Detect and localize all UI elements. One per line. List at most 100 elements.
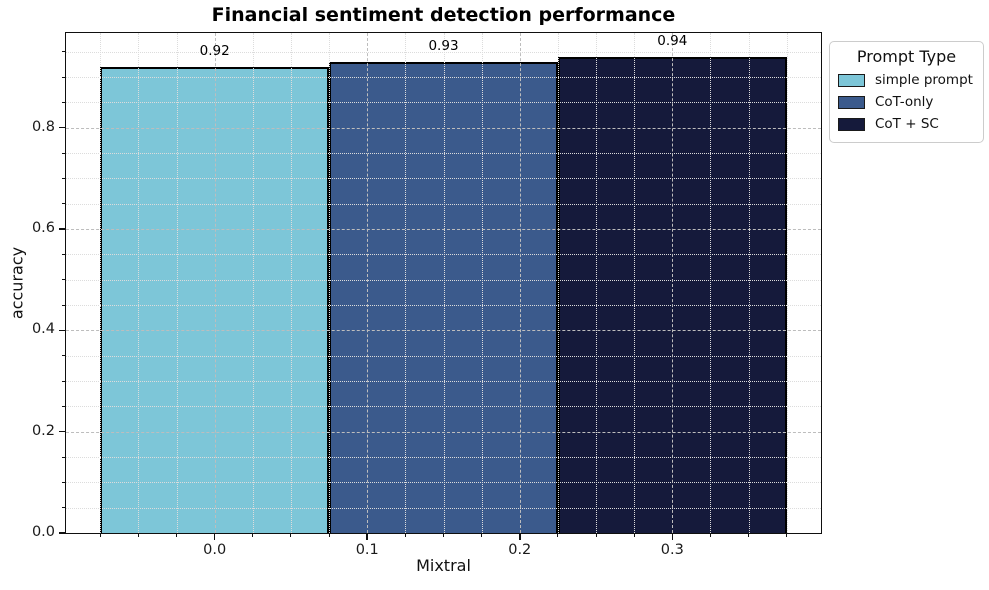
minor-gridline-y [66, 153, 821, 155]
legend-label: CoT-only [875, 94, 934, 110]
y-major-tick [59, 126, 66, 129]
y-minor-tick [62, 51, 66, 53]
y-minor-tick [62, 507, 66, 509]
y-minor-tick [62, 76, 66, 78]
minor-gridline-x [252, 33, 254, 533]
legend: Prompt Type simple prompt CoT-only CoT +… [829, 41, 984, 143]
y-major-tick [59, 532, 66, 534]
minor-gridline-y [66, 203, 821, 205]
minor-gridline-x [481, 33, 483, 533]
major-gridline-x [367, 33, 369, 533]
legend-item-simple-prompt: simple prompt [838, 69, 975, 91]
minor-gridline-y [66, 305, 821, 307]
plot-area: 0.92 0.93 0.94 [66, 33, 821, 533]
chart-title: Financial sentiment detection performanc… [211, 4, 676, 26]
x-minor-tick [443, 533, 444, 537]
major-gridline-x [519, 33, 521, 533]
minor-gridline-y [66, 178, 821, 180]
legend-item-cot-sc: CoT + SC [838, 113, 975, 135]
x-minor-tick [557, 533, 559, 537]
minor-gridline-y [66, 406, 821, 408]
x-tick-label: 0.1 [355, 542, 379, 558]
legend-swatch-simple-prompt [838, 73, 865, 87]
x-minor-tick [595, 533, 597, 537]
y-minor-tick [62, 101, 66, 103]
y-minor-tick [62, 253, 66, 255]
x-minor-tick [252, 533, 254, 537]
y-major-tick [59, 430, 66, 433]
y-minor-tick [62, 355, 66, 357]
x-major-tick [519, 533, 521, 540]
major-gridline-y [66, 431, 821, 433]
minor-gridline-x [634, 33, 636, 533]
y-minor-tick [62, 203, 66, 205]
minor-gridline-y [66, 457, 821, 458]
minor-gridline-x [329, 33, 331, 533]
bar-value-label: 0.93 [428, 37, 459, 54]
minor-gridline-y [66, 279, 821, 281]
y-minor-tick [62, 481, 66, 483]
y-major-tick [59, 329, 66, 332]
y-minor-tick [62, 279, 66, 281]
y-minor-tick [62, 380, 66, 382]
x-minor-tick [404, 533, 406, 537]
y-tick-label: 0.2 [31, 422, 55, 439]
y-tick-label: 0.6 [31, 220, 55, 237]
x-minor-tick [137, 533, 139, 537]
y-minor-tick [62, 405, 66, 407]
minor-gridline-y [66, 77, 821, 79]
minor-gridline-y [66, 102, 821, 104]
x-minor-tick [290, 533, 292, 537]
minor-gridline-x [557, 33, 559, 533]
minor-gridline-x [748, 33, 750, 533]
x-minor-tick [99, 533, 101, 537]
y-minor-tick [62, 152, 66, 154]
legend-swatch-cot-sc [838, 117, 865, 131]
x-tick-label: 0.3 [660, 542, 684, 558]
y-axis-label: accuracy [7, 246, 27, 320]
major-gridline-y [66, 330, 821, 332]
y-tick-label: 0.4 [31, 321, 55, 338]
x-tick-label: 0.2 [508, 542, 532, 558]
minor-gridline-x [138, 33, 140, 533]
x-axis-label: Mixtral [416, 556, 471, 575]
major-gridline-y [66, 127, 821, 129]
minor-gridline-x [710, 33, 712, 533]
x-major-tick [213, 533, 216, 540]
legend-label: simple prompt [875, 72, 973, 88]
x-minor-tick [748, 533, 750, 537]
legend-swatch-cot-only [838, 95, 865, 109]
x-minor-tick [481, 533, 483, 537]
x-minor-tick [176, 533, 178, 537]
minor-gridline-y [66, 355, 821, 357]
minor-gridline-y [66, 482, 821, 484]
y-minor-tick [62, 177, 66, 179]
y-minor-tick [62, 456, 66, 458]
minor-gridline-x [405, 33, 407, 533]
bar-cot-only [329, 61, 558, 533]
minor-gridline-x [443, 33, 445, 533]
minor-gridline-x [290, 33, 292, 533]
x-tick-label: 0.0 [203, 542, 227, 558]
x-minor-tick [709, 533, 711, 537]
minor-gridline-x [100, 33, 102, 533]
y-tick-label: 0.0 [31, 524, 55, 540]
minor-gridline-y [66, 51, 821, 53]
x-major-tick [366, 533, 368, 540]
minor-gridline-x [176, 33, 178, 533]
y-minor-tick [62, 304, 66, 306]
legend-title: Prompt Type [856, 47, 957, 66]
minor-gridline-y [66, 381, 821, 383]
minor-gridline-y [66, 507, 821, 509]
major-gridline-x [214, 33, 216, 533]
y-tick-label: 0.8 [31, 118, 55, 135]
x-minor-tick [633, 533, 635, 537]
major-gridline-x [672, 33, 674, 533]
minor-gridline-x [786, 33, 788, 533]
x-minor-tick [328, 533, 330, 537]
y-major-tick [59, 228, 66, 230]
bar-value-label: 0.94 [657, 33, 688, 49]
minor-gridline-y [66, 254, 821, 256]
x-major-tick [671, 533, 674, 540]
